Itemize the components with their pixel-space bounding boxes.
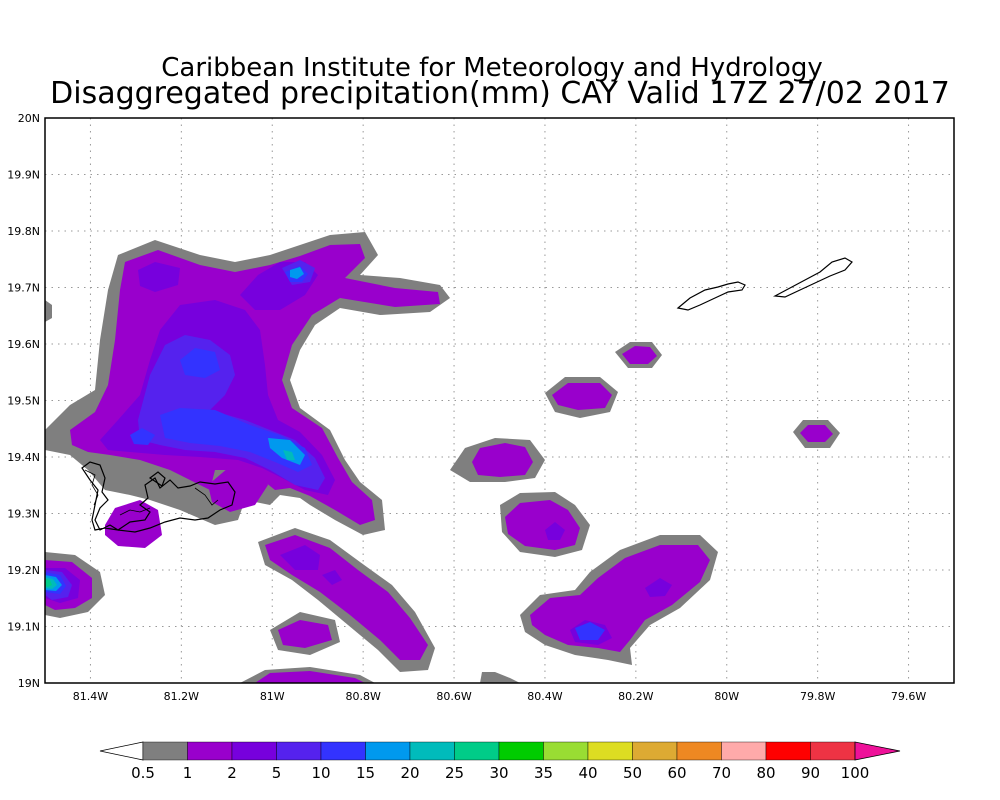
y-axis-ticks: 19N 19.1N 19.2N 19.3N 19.4N 19.5N 19.6N 19.7N 19… [7,112,40,690]
y-tick-label: 19.4N [7,451,40,464]
y-tick-label: 19.6N [7,338,40,351]
x-axis-ticks: 81.4W 81.2W 81W 80.8W 80.6W 80.4W 80.2W 80W 79.8… [73,690,927,703]
legend-color-box [810,741,856,761]
coastlines [81,257,853,533]
legend-color-box [543,741,589,761]
x-tick-label: 80W [714,690,739,703]
x-tick-label: 81.4W [73,690,108,703]
title-line-2: Disaggregated precipitation(mm) CAY Vali… [50,76,950,111]
legend-arrow-low [99,741,144,761]
legend-threshold-label: 35 [534,764,553,782]
legend-threshold-label: 1 [183,764,193,782]
legend-threshold-label: 100 [841,764,870,782]
legend-threshold-label: 80 [756,764,775,782]
little-cayman-coastline [676,281,746,311]
x-tick-label: 80.8W [345,690,380,703]
legend-threshold-label: 0.5 [131,764,155,782]
y-tick-label: 19.7N [7,282,40,295]
legend-color-box [632,741,678,761]
legend-color-box [409,741,455,761]
x-tick-label: 79.8W [800,690,835,703]
x-tick-label: 80.6W [436,690,471,703]
legend-threshold-label: 70 [712,764,731,782]
legend-color-box [676,741,722,761]
y-tick-label: 19.2N [7,564,40,577]
legend-threshold-label: 60 [667,764,686,782]
legend-threshold-label: 25 [445,764,464,782]
legend-threshold-label: 5 [272,764,282,782]
legend-threshold-label: 20 [400,764,419,782]
legend-color-box [765,741,811,761]
precip-band-25-30 [45,579,52,587]
legend-color-box [231,741,277,761]
legend-color-box [587,741,633,761]
legend-color-box [276,741,322,761]
y-tick-label: 19.9N [7,169,40,182]
legend-color-box [142,741,188,761]
legend-arrow-high [854,741,901,761]
legend-threshold-label: 15 [356,764,375,782]
x-tick-label: 81W [260,690,285,703]
y-tick-label: 19.5N [7,395,40,408]
legend-color-box [365,741,411,761]
legend-color-box [454,741,500,761]
legend-threshold-label: 90 [801,764,820,782]
legend-color-box [498,741,544,761]
y-tick-label: 20N [18,112,40,125]
legend-threshold-label: 10 [311,764,330,782]
precipitation-legend: 0.5 1 2 5 10 15 20 25 30 35 40 50 60 70 80 90 100 [99,741,901,782]
legend-color-box [187,741,233,761]
x-tick-label: 80.4W [527,690,562,703]
legend-threshold-label: 40 [578,764,597,782]
plot-frame [44,117,955,684]
grand-cayman-coastline [81,461,236,533]
precipitation-field [45,232,853,683]
legend-color-box [721,741,767,761]
legend-color-box [320,741,366,761]
y-tick-label: 19.1N [7,621,40,634]
y-tick-label: 19N [18,677,40,690]
legend-threshold-label: 2 [227,764,237,782]
legend-threshold-label: 50 [623,764,642,782]
x-tick-label: 80.2W [618,690,653,703]
title-line-1: Caribbean Institute for Meteorology and … [161,53,822,83]
x-tick-label: 81.2W [164,690,199,703]
legend-threshold-label: 30 [489,764,508,782]
cayman-brac-coastline [772,257,853,298]
y-tick-label: 19.8N [7,225,40,238]
x-tick-label: 79.6W [891,690,926,703]
y-tick-label: 19.3N [7,508,40,521]
